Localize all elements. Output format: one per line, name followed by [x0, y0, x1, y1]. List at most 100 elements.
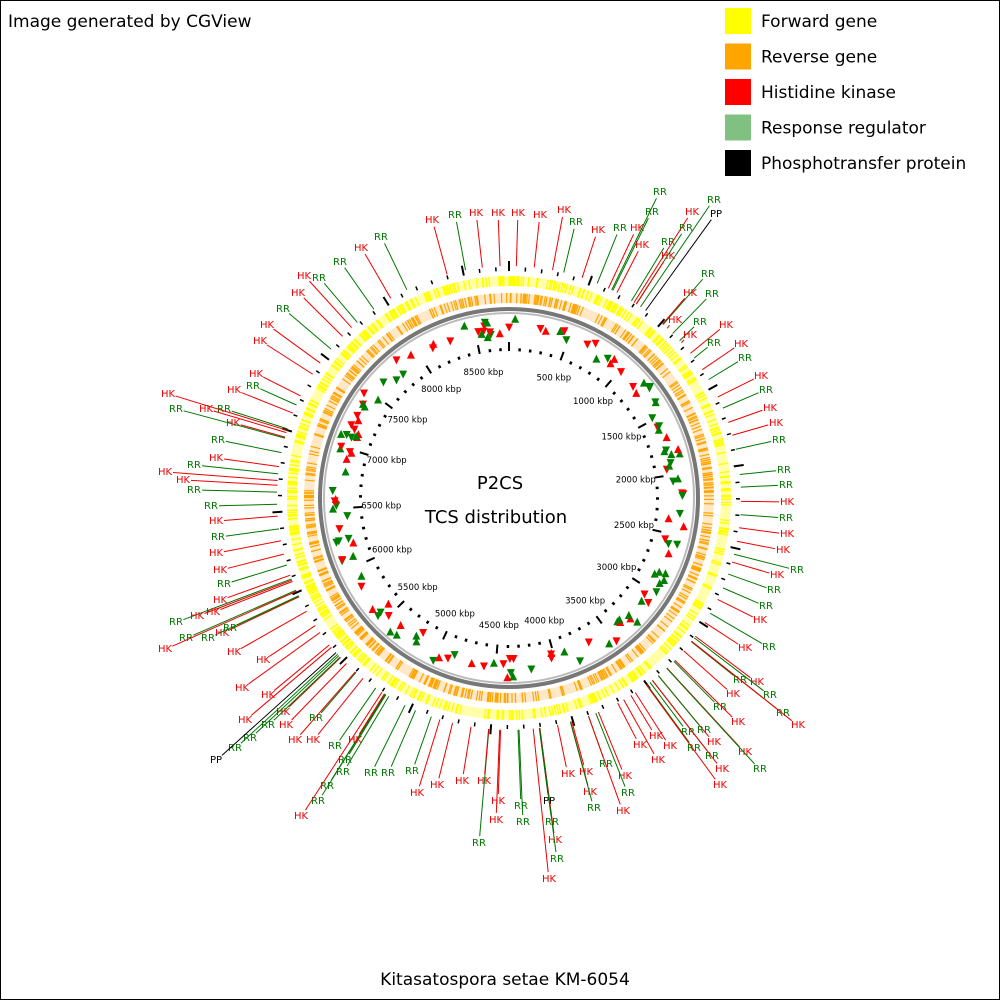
legend-swatch	[725, 8, 751, 34]
outer-tick	[280, 461, 285, 464]
scale-label: 8000 kbp	[421, 385, 461, 395]
scale-tick	[366, 556, 376, 563]
forward-gene	[718, 462, 729, 466]
feature-label: RR	[772, 435, 786, 446]
feature-label: HK	[734, 339, 749, 350]
scale-tick	[652, 465, 656, 469]
tcs-marker	[344, 534, 353, 543]
forward-gene	[317, 605, 327, 612]
reverse-gene	[355, 627, 364, 635]
forward-gene	[540, 707, 543, 718]
forward-gene	[687, 377, 697, 385]
leader-line	[225, 440, 282, 454]
backbone	[318, 307, 700, 689]
leader-line	[722, 587, 759, 604]
reverse-gene	[631, 648, 639, 658]
reverse-gene	[430, 678, 436, 688]
reverse-gene	[606, 666, 613, 676]
reverse-gene	[696, 551, 707, 556]
forward-gene	[621, 676, 628, 687]
forward-gene	[605, 300, 612, 311]
forward-gene	[695, 391, 705, 398]
forward-gene	[342, 350, 351, 358]
forward-gene	[411, 688, 418, 699]
forward-gene	[686, 376, 696, 384]
forward-gene	[305, 407, 316, 414]
feature-label: HK	[425, 215, 440, 226]
leader-line	[672, 298, 707, 334]
reverse-gene	[365, 350, 374, 359]
leader-line	[693, 637, 764, 692]
reverse-gene	[395, 660, 402, 670]
feature-label: RR	[779, 513, 793, 524]
leader-line	[231, 410, 288, 430]
feature-label: HK	[548, 835, 563, 846]
reverse-gene	[412, 670, 419, 680]
tcs-marker	[547, 654, 556, 663]
leader-line	[172, 590, 297, 647]
leader-line	[552, 216, 563, 271]
forward-gene	[655, 337, 664, 346]
reverse-gene	[692, 428, 703, 434]
reverse-gene	[470, 689, 474, 700]
outer-tick	[322, 631, 327, 636]
forward-gene	[706, 418, 717, 424]
leader-line	[227, 553, 285, 569]
forward-gene	[346, 642, 355, 651]
reverse-gene	[305, 473, 316, 477]
leader-line	[172, 472, 278, 482]
feature-label: HK	[750, 677, 765, 688]
scale-label: 2500 kbp	[614, 521, 654, 531]
leader-line	[633, 217, 689, 303]
feature-label: RR	[381, 768, 395, 779]
forward-gene	[666, 639, 675, 647]
reverse-gene	[416, 314, 422, 325]
leader-line	[571, 721, 585, 766]
scale-tick	[577, 626, 582, 631]
forward-gene	[287, 517, 299, 520]
outer-tick	[668, 658, 672, 663]
forward-gene	[336, 630, 345, 639]
leader-line	[320, 672, 357, 714]
reverse-gene	[385, 333, 393, 343]
reverse-gene	[699, 453, 710, 457]
scale-label: 8500 kbp	[463, 368, 503, 378]
reverse-gene	[652, 359, 661, 368]
reverse-gene	[702, 471, 713, 475]
forward-gene	[652, 334, 660, 343]
forward-gene	[613, 681, 621, 691]
forward-gene	[423, 292, 429, 303]
leader-line	[736, 540, 776, 550]
reverse-gene	[703, 486, 714, 489]
leader-line	[722, 392, 759, 409]
outer-tick	[425, 709, 429, 715]
reverse-gene	[674, 389, 684, 396]
scale-tick	[604, 379, 613, 388]
reverse-gene	[534, 294, 538, 305]
reverse-gene	[461, 298, 465, 309]
forward-gene	[694, 391, 705, 398]
outer-tick	[572, 276, 575, 281]
forward-gene	[450, 702, 455, 713]
forward-gene	[412, 688, 419, 699]
forward-gene	[288, 525, 299, 528]
tcs-marker	[446, 337, 455, 346]
scale-tick	[419, 376, 424, 380]
reverse-gene	[473, 295, 477, 306]
outer-tick	[400, 293, 404, 298]
scale-tick	[417, 614, 421, 619]
feature-label: RR	[243, 733, 257, 744]
outer-tick	[335, 344, 340, 348]
reverse-gene	[700, 531, 711, 535]
leader-line	[683, 650, 728, 690]
outer-tick	[680, 346, 685, 351]
leader-line	[731, 561, 770, 574]
feature-label: HK	[477, 776, 492, 787]
legend-label: Response regulator	[761, 119, 926, 139]
scale-label: 3500 kbp	[565, 596, 605, 606]
forward-gene	[287, 483, 298, 486]
leader-line	[330, 693, 386, 781]
forward-gene	[301, 574, 312, 580]
feature-label: HK	[190, 611, 205, 622]
leader-line	[630, 695, 653, 731]
